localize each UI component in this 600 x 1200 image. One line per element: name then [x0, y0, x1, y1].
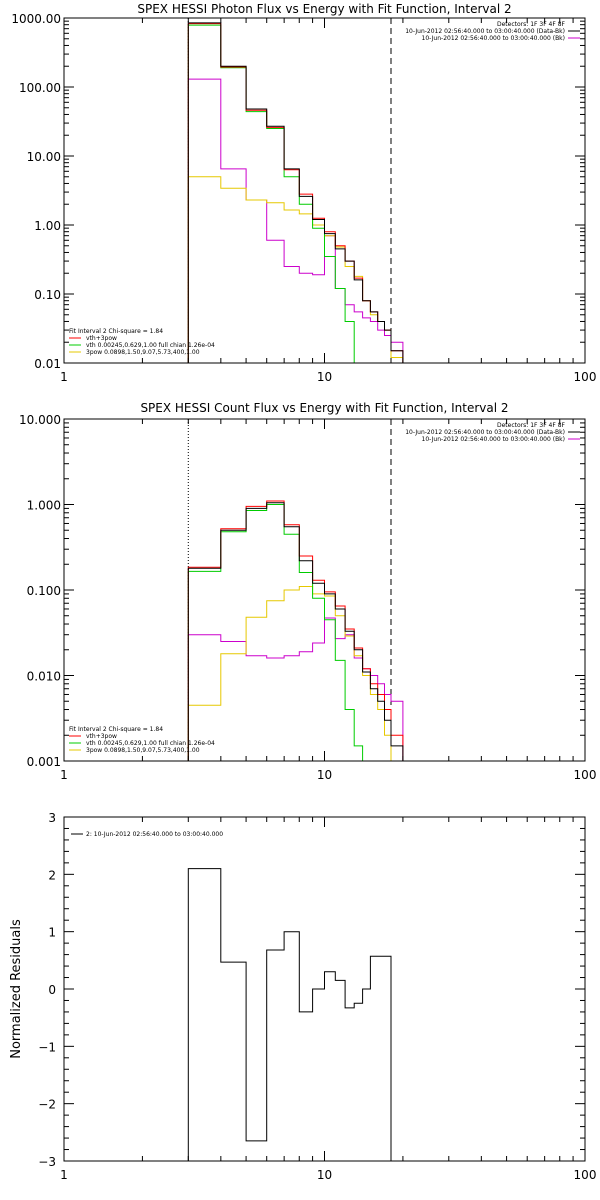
photon-flux-panel: SPEX HESSI Photon Flux vs Energy with Fi…	[11, 2, 596, 384]
legend-entry: 3pow 0.0898,1.50,9.07,5.73,400,1.00	[86, 349, 200, 356]
y-tick-label: 0.100	[27, 584, 61, 598]
chart-title: SPEX HESSI Photon Flux vs Energy with Fi…	[137, 2, 511, 16]
x-tick-label: 10	[317, 370, 332, 384]
x-tick-label: 100	[574, 1168, 597, 1182]
series-2-10-jun-2012-02-56-40-000-to-03-00-40-000	[187, 868, 392, 1161]
y-tick-label: 0.01	[34, 357, 61, 371]
fit-info-label: Fit Interval 2 Chi-square = 1.84	[69, 328, 163, 335]
x-tick-label: 10	[317, 768, 332, 782]
y-tick-label: 10.000	[19, 413, 61, 427]
legend-entry: 2: 10-Jun-2012 02:56:40.000 to 03:00:40.…	[86, 831, 223, 838]
fit-info-label: Fit Interval 2 Chi-square = 1.84	[69, 726, 163, 733]
y-tick-label: 0.10	[34, 288, 61, 302]
y-tick-label: 3	[48, 811, 56, 825]
legend-entry: vth 0.00245,0.629,1.00 full chian 1.26e-…	[86, 740, 215, 747]
plot-area	[187, 868, 392, 1161]
x-tick-label: 100	[574, 768, 597, 782]
detectors-label: Detectors: 1F 3F 4F 8F	[497, 422, 566, 429]
x-tick-label: 100	[574, 370, 597, 384]
y-tick-label: 10.00	[27, 150, 61, 164]
plot-area	[187, 18, 404, 363]
series-background	[187, 78, 404, 363]
y-tick-label: −2	[38, 1098, 56, 1112]
y-tick-label: 0.001	[27, 755, 61, 769]
series-data	[187, 22, 404, 363]
count-flux-panel: SPEX HESSI Count Flux vs Energy with Fit…	[19, 401, 597, 782]
x-tick-label: 10	[317, 1168, 332, 1182]
legend-entry: 3pow 0.0898,1.50,9.07,5.73,400,1.00	[86, 747, 200, 754]
chart-title: SPEX HESSI Count Flux vs Energy with Fit…	[140, 401, 508, 415]
y-axis-label: Normalized Residuals	[9, 919, 24, 1059]
y-tick-label: 100.00	[19, 81, 61, 95]
axes-frame	[63, 17, 586, 364]
x-tick-label: 1	[60, 768, 68, 782]
y-tick-label: −3	[38, 1155, 56, 1169]
y-tick-label: 1.000	[27, 499, 61, 513]
y-tick-label: 0	[48, 983, 56, 997]
series-data	[187, 502, 404, 761]
plot-area	[187, 419, 404, 761]
y-tick-label: 0.010	[27, 670, 61, 684]
y-tick-label: 1.00	[34, 219, 61, 233]
legend-entry: vth+3pow	[86, 733, 117, 740]
legend-entry: vth+3pow	[86, 335, 117, 342]
series-vth-3pow	[187, 23, 404, 363]
interval-label: 10-Jun-2012 02:56:40.000 to 03:00:40.000…	[422, 436, 565, 443]
y-tick-label: −1	[38, 1040, 56, 1054]
interval-label: 10-Jun-2012 02:56:40.000 to 03:00:40.000…	[422, 35, 565, 42]
detectors-label: Detectors: 1F 3F 4F 8F	[497, 21, 566, 28]
y-tick-label: 2	[48, 868, 56, 882]
legend-entry: vth 0.00245,0.629,1.00 full chian 1.26e-…	[86, 342, 215, 349]
x-tick-label: 1	[60, 370, 68, 384]
interval-label: 10-Jun-2012 02:56:40.000 to 03:00:40.000…	[405, 429, 565, 436]
y-tick-label: 1000.00	[11, 12, 61, 26]
interval-label: 10-Jun-2012 02:56:40.000 to 03:00:40.000…	[405, 28, 565, 35]
series-3pow	[187, 176, 404, 363]
x-tick-label: 1	[60, 1168, 68, 1182]
y-tick-label: 1	[48, 926, 56, 940]
